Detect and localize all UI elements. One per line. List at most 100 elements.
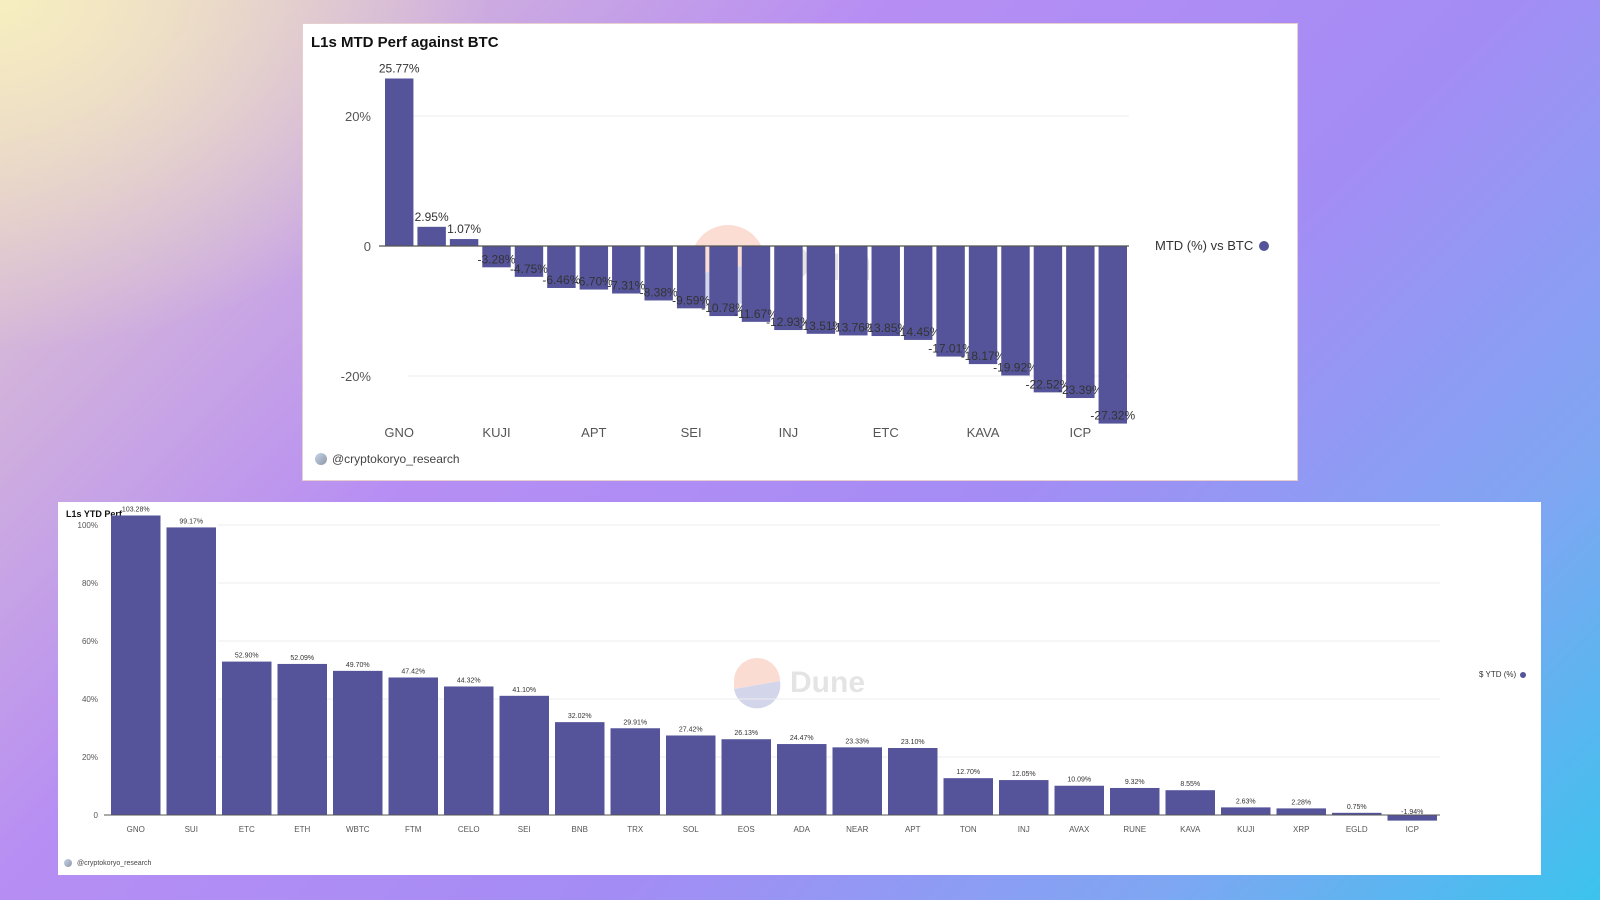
data-label: 8.55% (1180, 781, 1200, 788)
y-tick-label: 100% (78, 521, 98, 530)
data-label: -19.92% (993, 360, 1038, 374)
data-label: 44.32% (457, 677, 481, 684)
x-tick-label: EGLD (1346, 825, 1368, 834)
bar (774, 246, 803, 331)
data-label: -11.67% (734, 307, 778, 321)
x-tick-label: KUJI (482, 425, 510, 440)
bar (888, 748, 938, 815)
bar (709, 246, 738, 317)
x-tick-label: KAVA (967, 425, 1000, 440)
data-label: 52.90% (235, 653, 259, 660)
chart-legend[interactable]: $ YTD (%) (1479, 670, 1527, 679)
bar (547, 246, 576, 288)
bar (449, 239, 479, 246)
data-label: 29.91% (623, 719, 647, 726)
x-tick-label: SOL (683, 825, 700, 834)
data-label: 1.07% (447, 222, 481, 236)
bar (166, 527, 216, 815)
data-label: 41.10% (512, 687, 536, 694)
data-label: -6.70% (575, 275, 613, 289)
data-label: -8.38% (640, 285, 678, 299)
data-label: 25.77% (379, 61, 420, 75)
bar (1098, 246, 1127, 424)
x-tick-label: INJ (779, 425, 799, 440)
bar (1001, 246, 1030, 376)
bar (1165, 790, 1215, 815)
x-tick-label: TON (960, 825, 977, 834)
data-label: -17.01% (928, 342, 973, 356)
x-tick-label: GNO (384, 425, 414, 440)
data-label: 27.42% (679, 726, 703, 733)
dune-watermark-text: Dune (790, 666, 865, 699)
x-tick-label: KAVA (1180, 825, 1201, 834)
data-label: 32.02% (568, 713, 592, 720)
bar (1276, 808, 1326, 815)
chart-title: L1s MTD Perf against BTC (311, 34, 499, 51)
data-label: -3.28% (478, 252, 516, 266)
data-label: -27.32% (1090, 409, 1135, 423)
bar (1387, 815, 1437, 821)
bar (514, 246, 544, 277)
data-label: 10.09% (1067, 777, 1091, 784)
data-label: -13.76% (831, 320, 876, 334)
avatar-icon (64, 859, 72, 867)
x-tick-label: AVAX (1069, 825, 1090, 834)
bar (1110, 787, 1160, 815)
bar (1033, 246, 1063, 393)
bar (676, 246, 706, 309)
x-tick-label: ADA (794, 825, 811, 834)
x-tick-label: GNO (127, 825, 145, 834)
data-label: 2.63% (1236, 798, 1256, 805)
bar (1221, 807, 1271, 815)
y-tick-label: 20% (345, 109, 371, 124)
data-label: -1.94% (1401, 809, 1423, 816)
y-tick-label: 80% (82, 579, 98, 588)
x-tick-label: APT (581, 425, 606, 440)
data-label: 12.05% (1012, 771, 1036, 778)
bar (721, 739, 771, 815)
bar (1054, 785, 1104, 815)
x-tick-label: APT (905, 825, 921, 834)
bar (666, 735, 716, 815)
x-tick-label: NEAR (846, 825, 868, 834)
legend-dot-icon (1520, 671, 1527, 678)
legend-dot-icon (1259, 240, 1270, 251)
x-tick-label: ETC (239, 825, 255, 834)
x-tick-label: SEI (681, 425, 702, 440)
chart-legend[interactable]: MTD (%) vs BTC (1155, 238, 1270, 253)
bar (417, 226, 446, 246)
bar (388, 677, 438, 815)
x-tick-label: XRP (1293, 825, 1309, 834)
legend-label: $ YTD (%) (1479, 670, 1517, 679)
bar (943, 778, 993, 815)
data-label: -18.17% (961, 349, 1006, 363)
bar (903, 246, 933, 340)
x-tick-label: ICP (1406, 825, 1419, 834)
dune-logo-icon (734, 658, 780, 690)
bar (444, 686, 494, 815)
data-label: -4.75% (510, 262, 548, 276)
chart-credit[interactable]: @cryptokoryo_research (315, 452, 460, 466)
data-label: 99.17% (179, 518, 203, 525)
y-tick-label: 60% (82, 637, 98, 646)
x-tick-label: BNB (572, 825, 588, 834)
data-label: 103.28% (122, 506, 150, 513)
credit-text: @cryptokoryo_research (77, 859, 152, 867)
x-tick-label: ETC (873, 425, 899, 440)
mtd-bar-chart: Dune20%0-20%25.77%GNO2.95%1.07%-3.28%KUJ… (341, 61, 1136, 440)
bar (1066, 246, 1095, 399)
data-label: 49.70% (346, 662, 370, 669)
x-tick-label: TRX (627, 825, 644, 834)
data-label: -6.46% (542, 273, 580, 287)
data-label: 2.28% (1291, 799, 1311, 806)
ytd-bar-chart: Dune 100% 80% 60% 40% 20% 0 103.28% GNO 99.17% SUI… (78, 506, 1440, 834)
data-label: 52.09% (290, 655, 314, 662)
bar (741, 246, 771, 322)
chart-credit[interactable]: @cryptokoryo_research (64, 859, 151, 867)
legend-label: MTD (%) vs BTC (1155, 238, 1254, 253)
avatar-icon (315, 453, 327, 465)
credit-text: @cryptokoryo_research (332, 452, 460, 466)
bar (222, 661, 272, 815)
bar (610, 728, 660, 815)
data-label: -14.45% (896, 325, 941, 339)
